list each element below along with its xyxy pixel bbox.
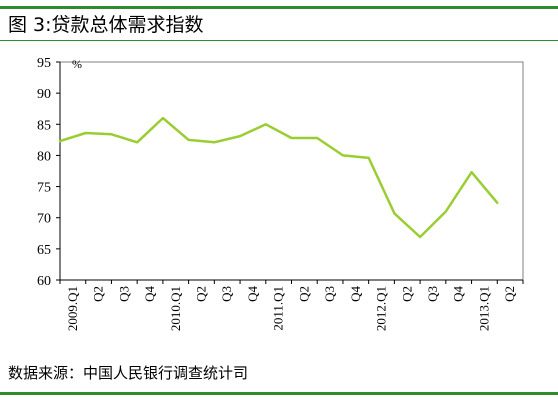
y-tick-label: 65 <box>37 243 51 258</box>
plot-frame <box>59 61 524 281</box>
x-tick-label: Q3 <box>322 286 337 302</box>
x-tick-label: Q3 <box>425 286 440 302</box>
x-tick-label: 2010.Q1 <box>168 286 183 331</box>
x-tick-label: Q2 <box>399 286 414 302</box>
x-tick-label: Q2 <box>502 286 517 302</box>
x-ticks: 2009.Q1 Q2 Q3 Q4 2010.Q1 Q2 Q3 Q4 2011.Q1 Q2 Q3 Q4 2… <box>59 280 524 331</box>
x-tick-label: Q2 <box>193 286 208 302</box>
x-tick-label: Q3 <box>116 286 131 302</box>
bottom-rule <box>0 392 558 395</box>
x-tick-label: Q2 <box>91 286 106 302</box>
y-tick-label: 95 <box>37 56 51 71</box>
y-tick-label: 85 <box>37 118 51 133</box>
y-tick-label: 60 <box>37 274 51 289</box>
x-tick-label: 2013.Q1 <box>476 286 491 331</box>
x-tick-label: Q2 <box>296 286 311 302</box>
y-ticks: 60 65 70 75 80 85 90 95 <box>37 56 60 289</box>
source-note: 数据来源：中国人民银行调查统计司 <box>8 364 249 382</box>
x-tick-label: Q4 <box>142 286 157 302</box>
x-tick-label: Q4 <box>451 286 466 302</box>
title-rule <box>0 40 558 41</box>
y-tick-label: 80 <box>37 149 51 164</box>
x-tick-label: 2011.Q1 <box>271 286 286 331</box>
chart-title: 图 3:贷款总体需求指数 <box>8 14 204 36</box>
x-tick-label: Q4 <box>348 286 363 302</box>
series-line <box>58 116 499 239</box>
x-tick-label: Q4 <box>245 286 260 302</box>
y-tick-label: 70 <box>37 212 51 227</box>
top-rule <box>0 6 558 9</box>
y-unit-label: % <box>72 57 82 71</box>
y-tick-label: 75 <box>37 181 51 196</box>
x-tick-label: Q3 <box>219 286 234 302</box>
x-tick-label: 2009.Q1 <box>65 286 80 331</box>
x-tick-label: 2012.Q1 <box>374 286 389 331</box>
y-tick-label: 90 <box>37 87 51 102</box>
